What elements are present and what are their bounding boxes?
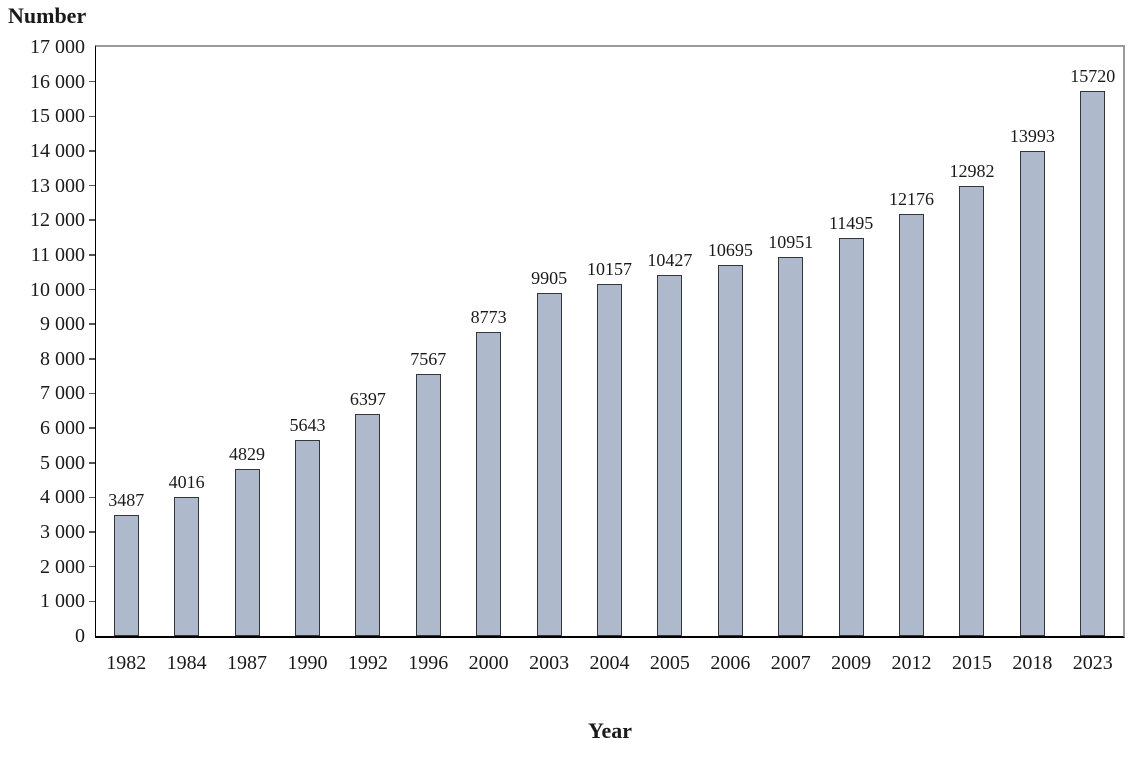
x-tick-label: 2007 [770,652,811,674]
y-tick-mark [89,150,95,152]
x-tick-label: 2009 [831,652,872,674]
bar [536,293,562,636]
x-tick-label: 2015 [951,652,992,674]
x-tick-label: 1982 [106,652,147,674]
bar-value-label: 12982 [949,161,995,181]
y-tick-mark [89,115,95,118]
x-tick-label: 2006 [710,652,751,674]
y-tick-label: 1 000 [40,590,85,613]
bar [415,374,441,636]
bar-value-label: 11495 [828,213,874,233]
y-tick-mark [89,184,95,187]
y-tick-label: 9 000 [40,313,85,336]
y-tick-label: 5 000 [40,451,85,474]
y-tick-label: 2 000 [40,555,85,578]
bar-value-label: 10951 [768,232,814,252]
y-tick-mark [89,496,95,499]
x-tick-label: 2012 [891,652,932,674]
bar-value-label: 3487 [108,490,145,510]
bar [1080,91,1106,636]
bar [476,332,502,636]
y-tick-label: 11 000 [30,243,85,266]
y-tick-mark [89,600,95,603]
y-tick-mark [89,254,95,256]
x-axis-title: Year [588,718,632,743]
y-tick-label: 12 000 [30,209,85,232]
y-tick-label: 0 [75,625,85,647]
bar [838,238,864,636]
y-tick-label: 3 000 [40,521,85,544]
bar [717,265,743,636]
x-tick-label: 1984 [166,652,207,674]
bar-value-label: 4829 [229,444,266,464]
bar [174,497,200,636]
bar [899,214,925,636]
x-tick-label: 2005 [649,652,690,674]
y-tick-label: 6 000 [40,417,85,440]
y-tick-label: 16 000 [30,70,85,93]
bar [959,186,985,636]
y-tick-mark [89,80,95,83]
x-tick-label: 2004 [589,652,630,674]
x-tick-label: 2018 [1012,652,1053,674]
bar-value-label: 10695 [707,240,753,260]
bar-value-label: 10427 [647,250,693,270]
y-tick-mark [89,392,95,395]
y-tick-label: 10 000 [30,278,85,301]
x-tick-label: 2003 [529,652,570,674]
y-tick-label: 13 000 [30,174,85,197]
x-tick-label: 2023 [1072,652,1113,674]
y-axis-title: Number [8,3,87,28]
bar [355,414,381,636]
bar-value-label: 4016 [168,472,205,492]
plot-area: 3487 4016 4829 5643 6397 7567 8773 9905 10157 104… [95,45,1125,638]
bar [294,440,320,636]
y-tick-mark [89,323,95,325]
y-tick-label: 15 000 [30,105,85,128]
y-tick-mark [89,462,95,464]
y-tick-label: 14 000 [30,139,85,162]
bar [1019,151,1045,636]
x-tick-label: 1992 [347,652,388,674]
bar-value-label: 7567 [410,349,447,369]
bar-value-label: 8773 [470,307,507,327]
bar-value-label: 10157 [587,259,632,279]
bar-value-label: 12176 [889,189,935,209]
bar [778,257,804,636]
x-tick-label: 1987 [227,652,268,674]
y-tick-label: 4 000 [40,486,85,509]
bar [597,284,622,636]
y-tick-mark [89,427,95,429]
y-tick-mark [89,288,95,291]
y-tick-label: 8 000 [40,347,85,370]
y-tick-mark [89,531,95,533]
bar-value-label: 6397 [349,389,386,409]
y-tick-mark [89,219,95,221]
x-tick-label: 1996 [408,652,449,674]
bar-value-label: 15720 [1070,66,1116,86]
bar-value-label: 13993 [1009,126,1055,146]
bar [234,469,260,636]
y-tick-label: 17 000 [30,36,85,58]
bar-value-label: 9905 [531,268,568,288]
bar-value-label: 5643 [289,415,326,435]
y-tick-label: 7 000 [40,382,85,405]
bar [113,515,139,636]
y-tick-mark [89,565,95,568]
x-tick-label: 2000 [468,652,509,674]
x-tick-label: 1990 [287,652,328,674]
bar [657,275,683,636]
y-tick-mark [89,358,95,360]
